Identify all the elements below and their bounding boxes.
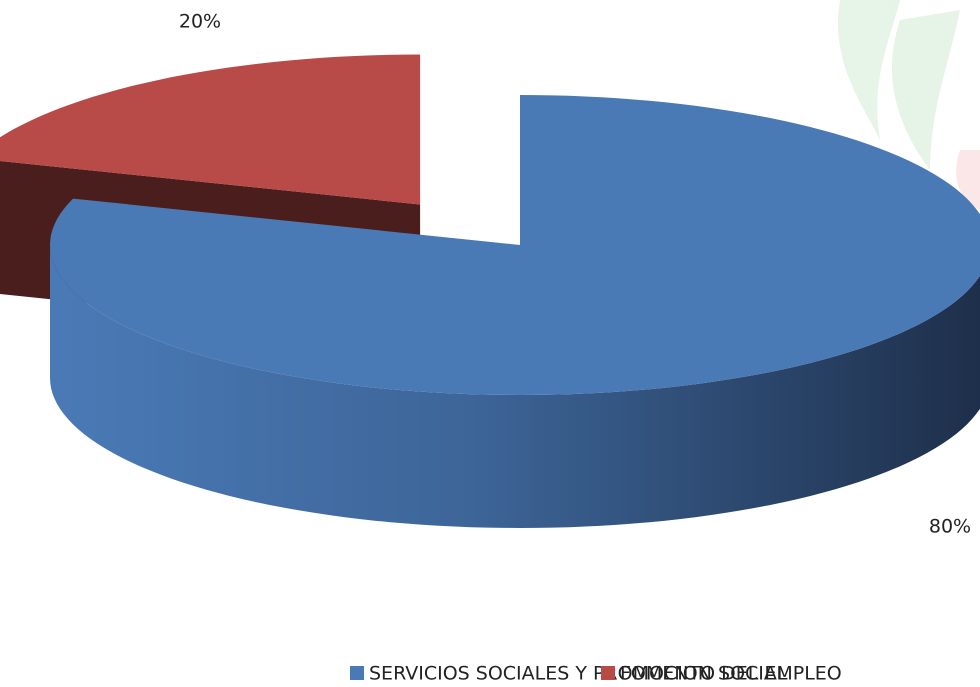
pie [0, 54, 980, 528]
slice-top [50, 95, 980, 395]
slice-top [0, 54, 421, 205]
pie-slice [50, 95, 980, 528]
legend-swatch [350, 666, 364, 680]
slice-wall [50, 245, 980, 528]
data-label: 20% [179, 11, 221, 33]
legend-label: FOMENTO DEL EMPLEO [620, 663, 842, 685]
data-label: 80% [929, 516, 971, 538]
legend-label: SERVICIOS SOCIALES Y PROMOCION SOCIAL [369, 663, 788, 685]
legend-swatch [601, 666, 615, 680]
background-decoration [838, 0, 980, 210]
